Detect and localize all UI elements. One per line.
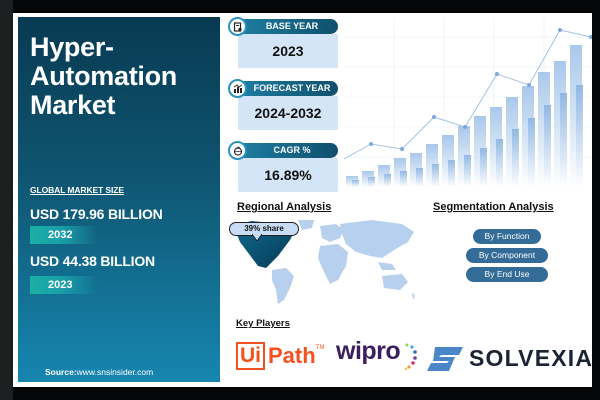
source-url: www.snsinsider.com	[76, 367, 154, 377]
stat-value: 2024-2032	[238, 96, 338, 130]
segment-by-end-use[interactable]: By End Use	[466, 267, 548, 282]
stat-label: BASE YEAR	[236, 19, 338, 34]
market-value-2032: USD 179.96 BILLION	[30, 206, 163, 222]
wipro-logo: wipro	[336, 337, 401, 366]
wipro-dots-icon	[404, 343, 417, 371]
uipath-tm: TM	[315, 345, 325, 351]
stat-cagr: CAGR % 16.89%	[228, 141, 338, 193]
segment-by-function[interactable]: By Function	[473, 229, 541, 244]
stat-value: 2023	[238, 34, 338, 68]
global-market-size-label: GLOBAL MARKET SIZE	[30, 185, 124, 195]
growth-chart-decoration	[344, 17, 592, 187]
year-badge-2023: 2023	[30, 276, 98, 294]
title-line-2: Automation	[30, 61, 177, 91]
uipath-path-text: Path	[268, 343, 316, 368]
growth-globe-icon	[228, 141, 247, 160]
solvexia-text: SOLVEXIA	[469, 345, 594, 371]
stat-forecast-year: FORECAST YEAR 2024-2032	[228, 79, 338, 131]
key-players-title: Key Players	[236, 318, 290, 329]
document-icon	[228, 17, 247, 36]
year-badge-2032: 2032	[30, 226, 98, 244]
title-line-1: Hyper-	[30, 32, 114, 62]
stat-base-year: BASE YEAR 2023	[228, 17, 338, 69]
source-line: Source:www.snsinsider.com	[45, 367, 153, 377]
uipath-logo: Ui Path TM	[236, 342, 324, 370]
source-label: Source:	[45, 367, 77, 377]
stat-label: FORECAST YEAR	[236, 81, 338, 96]
segmentation-analysis-title: Segmentation Analysis	[433, 201, 554, 213]
wipro-text: wipro	[336, 337, 401, 365]
market-value-2023: USD 44.38 BILLION	[30, 253, 155, 269]
solvexia-logo: SOLVEXIA	[427, 345, 593, 372]
left-dark-strip	[0, 0, 13, 400]
solvexia-mark-icon	[427, 346, 463, 371]
stat-label: CAGR %	[236, 143, 338, 158]
uipath-ui-box: Ui	[236, 342, 265, 370]
segment-by-component[interactable]: By Component	[466, 248, 548, 263]
page-title: Hyper- Automation Market	[30, 33, 177, 120]
bubble-pointer-icon	[252, 234, 262, 241]
left-panel: Hyper- Automation Market GLOBAL MARKET S…	[18, 17, 220, 382]
stat-value: 16.89%	[238, 158, 338, 192]
regional-analysis-title: Regional Analysis	[237, 201, 332, 213]
bar-chart-icon	[228, 79, 247, 98]
title-line-3: Market	[30, 90, 116, 120]
region-share-bubble: 39% share	[229, 222, 299, 236]
